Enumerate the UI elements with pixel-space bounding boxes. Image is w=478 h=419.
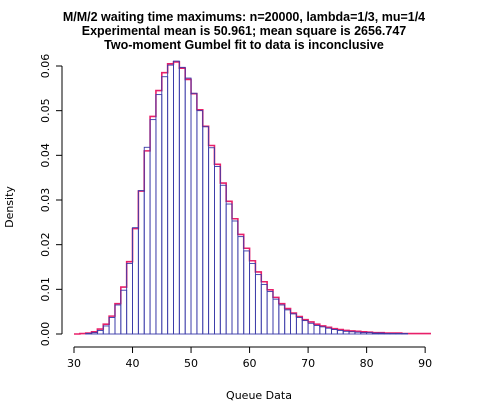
- histogram-bar: [231, 220, 239, 335]
- histogram-bar: [108, 317, 116, 335]
- histogram-bar: [149, 119, 157, 335]
- histogram-bar: [295, 317, 303, 335]
- histogram-bar: [272, 298, 280, 335]
- histogram-bar: [249, 262, 256, 335]
- y-tick-label: 0.00: [39, 322, 52, 347]
- histogram-bar: [137, 190, 145, 335]
- axes-layer: 30 40 50 60 70 80 90 0.00 0.01 0.02 0.03 0.04 0.05 0.…: [39, 54, 432, 370]
- histogram-bar: [319, 326, 327, 335]
- histogram-bar: [237, 236, 245, 335]
- y-tick-label: 0.05: [39, 98, 52, 123]
- histogram-bar: [360, 332, 368, 335]
- histogram-bar: [336, 329, 344, 335]
- histogram-bar: [325, 327, 332, 335]
- histogram-bar: [342, 330, 350, 335]
- histogram-bar: [132, 227, 139, 335]
- histogram-bar: [284, 309, 291, 335]
- x-tick-label: 60: [243, 357, 257, 370]
- histogram-bar: [114, 304, 122, 335]
- histogram-bar: [143, 146, 151, 335]
- histogram-bar: [219, 184, 227, 335]
- x-tick-label: 90: [418, 357, 432, 370]
- histogram-bar: [91, 332, 98, 335]
- histogram-bar: [167, 64, 174, 335]
- histogram-bar: [190, 92, 198, 335]
- x-tick-label: 40: [126, 357, 140, 370]
- chart-title-line-1: M/M/2 waiting time maximums: n=20000, la…: [63, 10, 425, 24]
- y-tick-label: 0.03: [39, 188, 52, 213]
- x-tick-label: 30: [67, 357, 81, 370]
- histogram-bar: [307, 322, 315, 335]
- histogram-bar: [290, 313, 297, 335]
- histogram-bar: [96, 329, 104, 335]
- histogram-bar: [161, 76, 169, 335]
- chart-title-line-3: Two-moment Gumbel fit to data is inconcl…: [104, 38, 384, 52]
- histogram-bar: [126, 262, 133, 335]
- bars-layer: [85, 60, 409, 335]
- histogram-bar: [155, 94, 163, 335]
- histogram-bar: [313, 325, 321, 335]
- histogram-bar: [348, 331, 356, 335]
- histogram-bar: [354, 331, 362, 335]
- chart-title-line-2: Experimental mean is 50.961; mean square…: [82, 24, 407, 38]
- x-tick-label: 80: [360, 357, 374, 370]
- histogram-bar: [331, 329, 338, 335]
- y-tick-label: 0.02: [39, 232, 52, 257]
- fitted-curve-layer: [74, 61, 431, 335]
- histogram-bar: [377, 332, 385, 335]
- histogram-bar: [254, 274, 262, 335]
- histogram-bar: [225, 203, 233, 335]
- y-tick-label: 0.06: [39, 54, 52, 79]
- histogram-bar: [366, 332, 373, 335]
- histogram-bar: [260, 283, 268, 335]
- histogram-bar: [208, 147, 215, 335]
- fitted-step-line: [74, 61, 431, 335]
- histogram-bar: [214, 166, 221, 335]
- y-tick-label: 0.04: [39, 143, 52, 168]
- y-axis-label: Density: [3, 186, 16, 228]
- x-tick-label: 50: [184, 357, 198, 370]
- histogram-bar: [184, 77, 192, 335]
- histogram-bar: [102, 325, 110, 335]
- histogram-bar: [196, 110, 204, 335]
- x-axis-label: Queue Data: [226, 389, 292, 402]
- histogram-bar: [243, 250, 251, 335]
- histogram-bar: [173, 60, 180, 335]
- histogram-bar: [301, 320, 309, 335]
- y-tick-label: 0.01: [39, 277, 52, 302]
- histogram-bar: [266, 291, 274, 335]
- histogram-bar: [278, 304, 286, 335]
- histogram-bar: [202, 126, 210, 335]
- x-tick-label: 70: [301, 357, 315, 370]
- histogram-bar: [372, 332, 379, 335]
- histogram-bar: [120, 289, 128, 335]
- histogram-bar: [178, 66, 186, 335]
